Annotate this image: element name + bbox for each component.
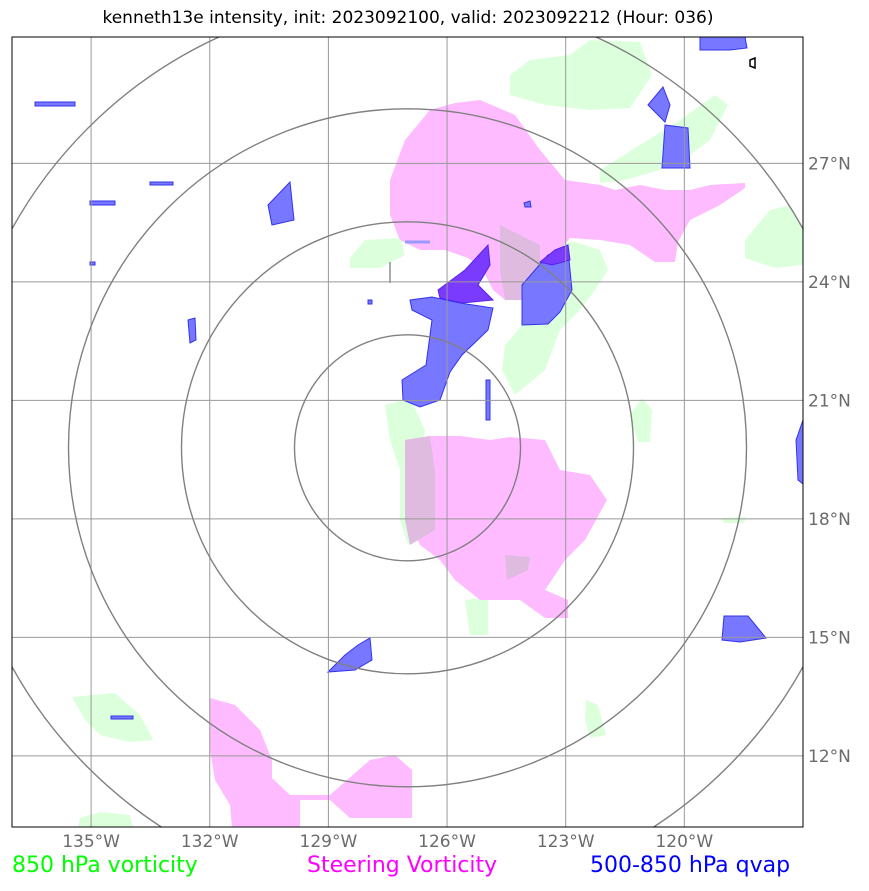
longitude-label: 126°W [418, 832, 476, 852]
graticule [12, 37, 803, 827]
latitude-label: 15°N [808, 628, 851, 648]
latitude-label: 24°N [808, 273, 851, 293]
range-ring [180, 221, 635, 675]
legend-steering-vorticity: Steering Vorticity [307, 853, 498, 878]
range-ring [293, 334, 522, 562]
steering-vorticity-regions [210, 100, 745, 827]
latitude-label: 12°N [808, 747, 851, 767]
range-ring [67, 108, 748, 788]
latitude-label: 21°N [808, 391, 851, 411]
latitude-label: 27°N [808, 154, 851, 174]
map-title: kenneth13e intensity, init: 2023092100, … [102, 8, 714, 28]
longitude-label: 132°W [181, 832, 239, 852]
longitude-label: 123°W [537, 832, 595, 852]
isolated-features [389, 56, 756, 283]
latitude-labels: 27°N 24°N 21°N 18°N 15°N 12°N [808, 154, 851, 767]
longitude-label: 120°W [655, 832, 713, 852]
map-frame [11, 36, 804, 828]
longitude-labels: 135°W 132°W 129°W 126°W 123°W 120°W [62, 832, 713, 852]
longitude-label: 135°W [62, 832, 120, 852]
longitude-label: 129°W [300, 832, 358, 852]
latitude-label: 18°N [808, 510, 851, 530]
qvap-steering-overlap [437, 243, 571, 304]
legend-qvap: 500-850 hPa qvap [590, 853, 791, 878]
legend-850-vorticity: 850 hPa vorticity [12, 853, 198, 878]
